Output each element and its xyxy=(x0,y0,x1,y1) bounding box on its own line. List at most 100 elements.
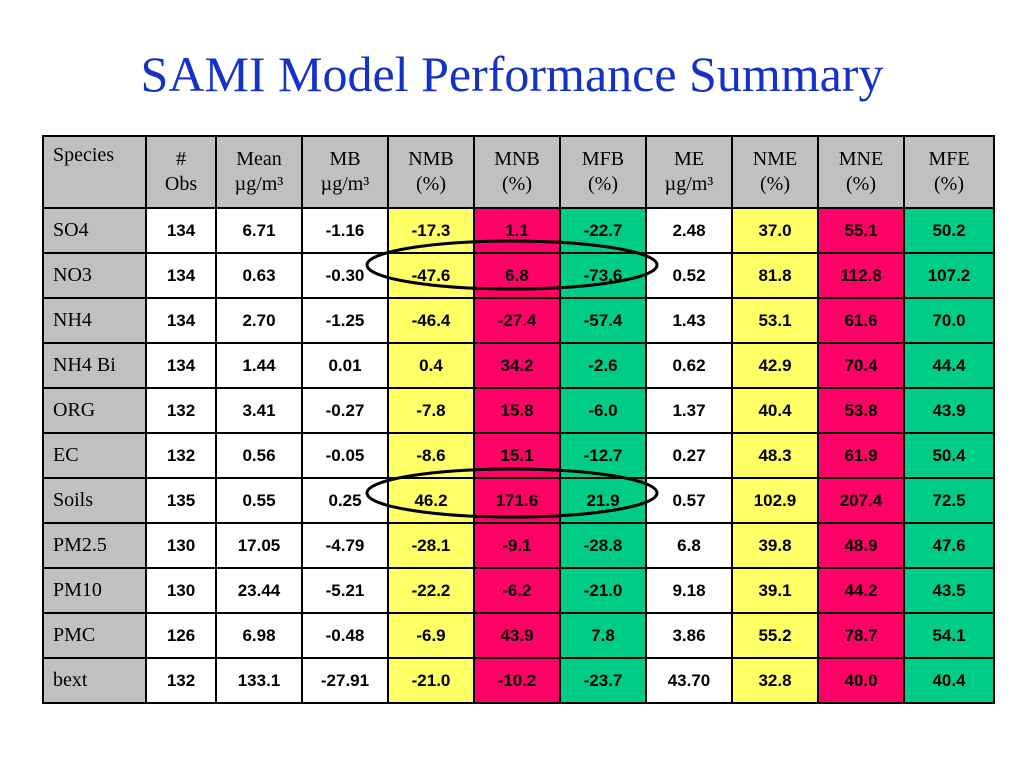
value-cell: -28.8 xyxy=(559,522,647,569)
table-row: Soils 135 0.55 0.25 46.2 171.6 21.9 0.57 102.9 20… xyxy=(42,477,995,524)
column-header-unit: (%) xyxy=(588,173,618,195)
value-cell: 6.8 xyxy=(473,252,561,299)
value-cell: -12.7 xyxy=(559,432,647,479)
column-header-label: NME xyxy=(752,148,798,170)
value-cell: 43.9 xyxy=(473,612,561,659)
species-cell: PMC xyxy=(42,612,147,659)
value-cell: 7.8 xyxy=(559,612,647,659)
value-cell: 46.2 xyxy=(387,477,475,524)
table-body: SO4 134 6.71 -1.16 -17.3 1.1 -22.7 2.48 37.0 55.1… xyxy=(42,207,995,704)
value-cell: 134 xyxy=(145,342,217,389)
species-cell: NO3 xyxy=(42,252,147,299)
value-cell: 6.8 xyxy=(645,522,733,569)
column-header-unit: (%) xyxy=(416,173,446,195)
table-row: PM10 130 23.44 -5.21 -22.2 -6.2 -21.0 9.18 39.1 4… xyxy=(42,567,995,614)
value-cell: -6.0 xyxy=(559,387,647,434)
column-header-label: MNE xyxy=(838,148,884,170)
column-header-label: MFE xyxy=(928,148,970,170)
value-cell: 6.71 xyxy=(215,207,303,254)
value-cell: 50.4 xyxy=(903,432,995,479)
column-header-unit: (%) xyxy=(502,173,532,195)
value-cell: 61.9 xyxy=(817,432,905,479)
value-cell: 112.8 xyxy=(817,252,905,299)
value-cell: 53.8 xyxy=(817,387,905,434)
value-cell: -21.0 xyxy=(559,567,647,614)
value-cell: 0.63 xyxy=(215,252,303,299)
species-cell: NH4 Bi xyxy=(42,342,147,389)
species-cell: PM2.5 xyxy=(42,522,147,569)
species-cell: SO4 xyxy=(42,207,147,254)
value-cell: 207.4 xyxy=(817,477,905,524)
value-cell: 130 xyxy=(145,522,217,569)
value-cell: 134 xyxy=(145,252,217,299)
value-cell: 0.52 xyxy=(645,252,733,299)
value-cell: 50.2 xyxy=(903,207,995,254)
value-cell: 132 xyxy=(145,657,217,704)
column-header-mean: Mean µg/m³ xyxy=(215,135,303,209)
species-cell: EC xyxy=(42,432,147,479)
value-cell: 9.18 xyxy=(645,567,733,614)
column-header-unit: µg/m³ xyxy=(320,173,370,195)
value-cell: 17.05 xyxy=(215,522,303,569)
table-row: PMC 126 6.98 -0.48 -6.9 43.9 7.8 3.86 55.2 78.7 54… xyxy=(42,612,995,659)
value-cell: -1.16 xyxy=(301,207,389,254)
value-cell: 70.0 xyxy=(903,297,995,344)
column-header-label: MB xyxy=(329,148,361,170)
header-row: Species # Obs Mean µg/m³ MB µg/m³ NMB (%) MNB (%) M… xyxy=(42,135,995,209)
value-cell: 43.9 xyxy=(903,387,995,434)
value-cell: -23.7 xyxy=(559,657,647,704)
column-header-label: Species xyxy=(53,144,115,166)
value-cell: 132 xyxy=(145,432,217,479)
column-header-unit: µg/m³ xyxy=(664,173,714,195)
column-header-mne: MNE (%) xyxy=(817,135,905,209)
table-row: NH4 Bi 134 1.44 0.01 0.4 34.2 -2.6 0.62 42.9 70.4… xyxy=(42,342,995,389)
value-cell: 48.9 xyxy=(817,522,905,569)
value-cell: 126 xyxy=(145,612,217,659)
species-cell: PM10 xyxy=(42,567,147,614)
column-header-: # Obs xyxy=(145,135,217,209)
value-cell: 43.70 xyxy=(645,657,733,704)
value-cell: 61.6 xyxy=(817,297,905,344)
value-cell: 72.5 xyxy=(903,477,995,524)
column-header-label: NMB xyxy=(408,148,454,170)
column-header-label: MNB xyxy=(494,148,540,170)
column-header-me: ME µg/m³ xyxy=(645,135,733,209)
table-row: PM2.5 130 17.05 -4.79 -28.1 -9.1 -28.8 6.8 39.8 4… xyxy=(42,522,995,569)
value-cell: -10.2 xyxy=(473,657,561,704)
value-cell: -5.21 xyxy=(301,567,389,614)
value-cell: 42.9 xyxy=(731,342,819,389)
value-cell: -22.2 xyxy=(387,567,475,614)
value-cell: -0.27 xyxy=(301,387,389,434)
value-cell: 15.1 xyxy=(473,432,561,479)
value-cell: 0.62 xyxy=(645,342,733,389)
value-cell: -57.4 xyxy=(559,297,647,344)
value-cell: 39.1 xyxy=(731,567,819,614)
species-cell: bext xyxy=(42,657,147,704)
value-cell: -21.0 xyxy=(387,657,475,704)
value-cell: 47.6 xyxy=(903,522,995,569)
value-cell: 171.6 xyxy=(473,477,561,524)
column-header-mfb: MFB (%) xyxy=(559,135,647,209)
value-cell: 37.0 xyxy=(731,207,819,254)
value-cell: 0.25 xyxy=(301,477,389,524)
table-row: SO4 134 6.71 -1.16 -17.3 1.1 -22.7 2.48 37.0 55.1… xyxy=(42,207,995,254)
species-cell: NH4 xyxy=(42,297,147,344)
value-cell: 23.44 xyxy=(215,567,303,614)
column-header-mnb: MNB (%) xyxy=(473,135,561,209)
column-header-unit: Obs xyxy=(164,173,198,195)
value-cell: 107.2 xyxy=(903,252,995,299)
value-cell: -2.6 xyxy=(559,342,647,389)
value-cell: 1.37 xyxy=(645,387,733,434)
value-cell: 3.41 xyxy=(215,387,303,434)
species-cell: ORG xyxy=(42,387,147,434)
value-cell: -73.6 xyxy=(559,252,647,299)
value-cell: 0.56 xyxy=(215,432,303,479)
value-cell: 134 xyxy=(145,297,217,344)
column-header-nme: NME (%) xyxy=(731,135,819,209)
value-cell: 0.55 xyxy=(215,477,303,524)
value-cell: 48.3 xyxy=(731,432,819,479)
value-cell: 102.9 xyxy=(731,477,819,524)
table-row: EC 132 0.56 -0.05 -8.6 15.1 -12.7 0.27 48.3 61.9 5… xyxy=(42,432,995,479)
value-cell: -0.48 xyxy=(301,612,389,659)
